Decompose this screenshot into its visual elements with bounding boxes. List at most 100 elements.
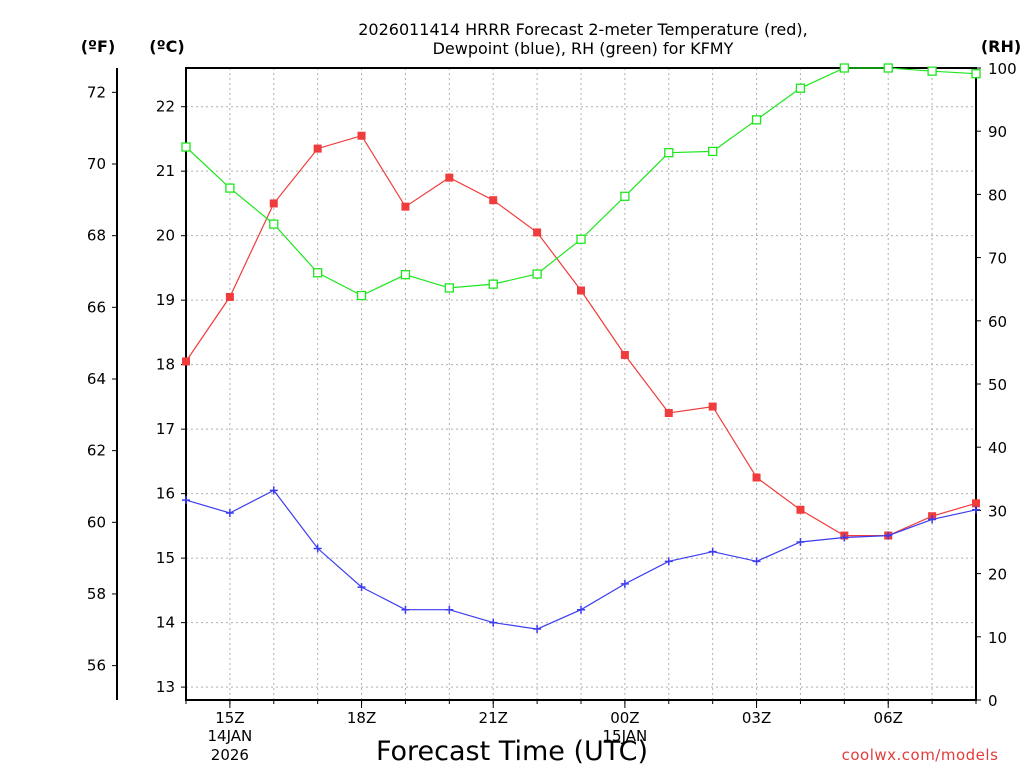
point-temperature	[796, 505, 805, 514]
fahrenheit-tick-label: 70	[87, 155, 106, 173]
celsius-tick-label: 13	[156, 678, 175, 696]
point-temperature	[533, 228, 542, 237]
rh-tick-label: 60	[988, 313, 1007, 331]
point-rh	[620, 191, 630, 201]
point-dewpoint	[708, 547, 717, 556]
point-rh	[751, 115, 762, 125]
fahrenheit-unit-label: (ºF)	[81, 37, 116, 56]
credit-label: coolwx.com/models	[842, 746, 999, 764]
rh-tick-label: 70	[988, 250, 1007, 268]
point-temperature	[182, 357, 190, 366]
point-temperature	[401, 202, 410, 211]
point-rh	[576, 234, 586, 244]
point-rh	[400, 270, 411, 280]
point-dewpoint	[840, 533, 849, 542]
fahrenheit-tick-label: 62	[87, 442, 106, 460]
series-line-temperature	[185, 134, 977, 537]
rh-tick-label: 10	[988, 629, 1007, 647]
point-dewpoint	[577, 605, 585, 614]
x-tick-label: 15Z	[215, 709, 244, 727]
point-temperature	[225, 292, 234, 301]
rh-tick-label: 90	[988, 123, 1007, 141]
point-rh	[532, 269, 542, 279]
point-dewpoint	[752, 557, 761, 566]
fahrenheit-tick-label: 68	[87, 227, 106, 245]
celsius-tick-label: 15	[156, 549, 175, 567]
rh-tick-label: 100	[988, 60, 1017, 78]
point-rh	[313, 268, 323, 278]
rh-tick-label: 20	[988, 566, 1007, 584]
x-tick-label: 21Z	[479, 709, 508, 727]
celsius-tick-label: 14	[156, 614, 175, 632]
celsius-tick-label: 22	[156, 98, 175, 116]
point-dewpoint	[928, 515, 937, 524]
point-temperature	[620, 350, 629, 359]
rh-tick-label: 40	[988, 439, 1007, 457]
point-temperature	[269, 199, 278, 208]
point-temperature	[357, 131, 366, 140]
x-tick-date: 15JAN	[603, 727, 648, 745]
point-dewpoint	[313, 544, 322, 553]
point-rh	[488, 279, 498, 289]
point-dewpoint	[972, 505, 980, 514]
point-rh	[883, 63, 893, 73]
x-tick-label: 00Z	[610, 709, 639, 727]
point-rh	[664, 148, 674, 158]
point-rh	[225, 183, 235, 193]
x-tick-year: 2026	[211, 746, 249, 764]
point-temperature	[577, 286, 585, 295]
point-dewpoint	[884, 531, 893, 540]
point-dewpoint	[401, 605, 410, 614]
point-temperature	[445, 173, 454, 182]
point-rh	[181, 142, 191, 152]
point-dewpoint	[445, 605, 454, 614]
fahrenheit-tick-label: 64	[87, 370, 106, 388]
fahrenheit-tick-label: 56	[87, 657, 106, 675]
point-dewpoint	[225, 508, 234, 517]
point-rh	[708, 146, 718, 157]
fahrenheit-tick-label: 66	[87, 298, 106, 316]
point-rh	[444, 283, 454, 293]
fahrenheit-tick-label: 60	[87, 513, 106, 531]
point-temperature	[664, 409, 673, 418]
rh-tick-label: 30	[988, 502, 1007, 520]
point-dewpoint	[269, 486, 278, 495]
celsius-unit-label: (ºC)	[149, 37, 184, 56]
x-tick-label: 03Z	[742, 709, 771, 727]
axes-layer: 56 58 60 62 64 66 68 70 72 13 14 15 16 17 18 19 20 21 22 0 1…	[87, 60, 1017, 764]
celsius-tick-label: 21	[156, 162, 175, 180]
x-tick-label: 06Z	[874, 709, 903, 727]
point-rh	[356, 290, 367, 301]
point-rh	[971, 69, 981, 79]
point-rh	[927, 66, 937, 76]
x-axis-title: Forecast Time (UTC)	[376, 736, 648, 767]
series-layer	[181, 63, 981, 634]
rh-tick-label: 80	[988, 186, 1007, 204]
chart-title-line1: 2026011414 HRRR Forecast 2-meter Tempera…	[358, 20, 808, 39]
point-dewpoint	[796, 538, 805, 546]
point-rh	[269, 219, 279, 229]
point-rh	[839, 63, 849, 73]
celsius-tick-label: 19	[156, 291, 175, 309]
rh-tick-label: 50	[988, 376, 1007, 394]
celsius-tick-label: 17	[156, 420, 175, 438]
point-temperature	[313, 144, 322, 153]
rh-unit-label: (RH)	[981, 37, 1021, 56]
rh-tick-label: 0	[988, 692, 998, 710]
point-rh	[795, 83, 806, 93]
grid-layer	[186, 68, 976, 700]
point-temperature	[972, 499, 980, 508]
chart-title-line2: Dewpoint (blue), RH (green) for KFMY	[433, 39, 734, 58]
celsius-tick-label: 20	[156, 227, 175, 245]
fahrenheit-tick-label: 72	[87, 83, 106, 101]
fahrenheit-tick-label: 58	[87, 585, 106, 603]
point-dewpoint	[489, 618, 498, 627]
point-temperature	[708, 402, 717, 411]
x-tick-label: 18Z	[347, 709, 376, 727]
point-temperature	[489, 196, 498, 205]
point-dewpoint	[357, 583, 366, 592]
series-line-rh	[185, 67, 977, 297]
point-temperature	[752, 473, 761, 482]
point-dewpoint	[620, 579, 629, 588]
